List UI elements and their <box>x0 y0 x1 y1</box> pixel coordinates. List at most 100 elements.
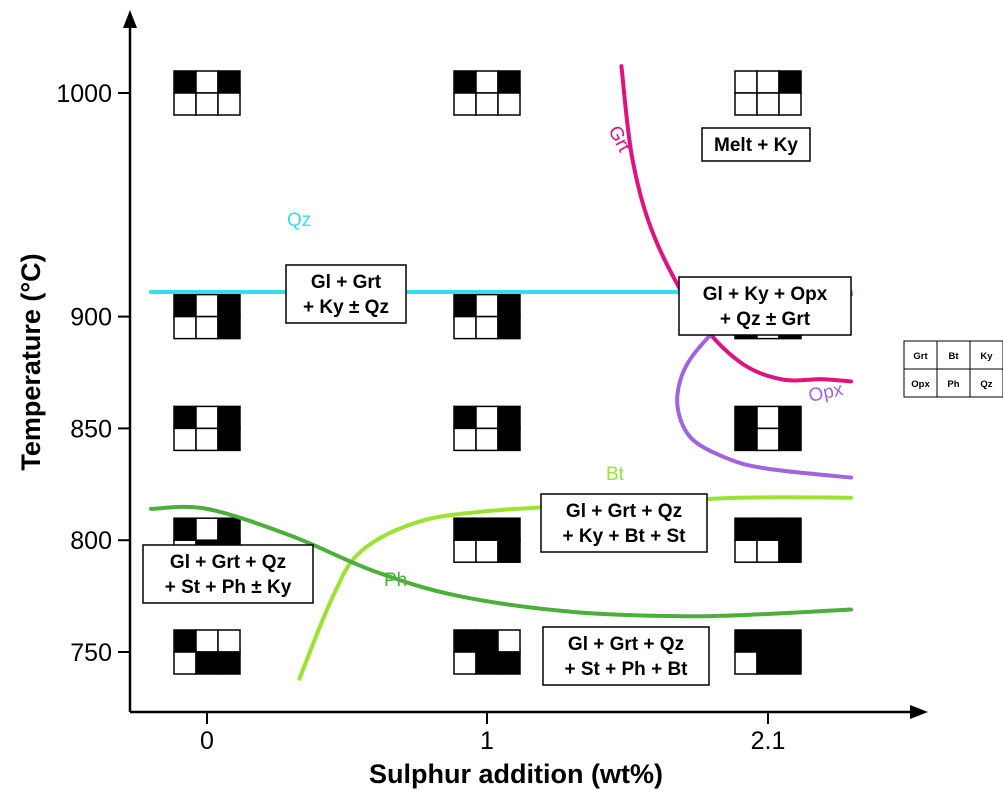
phase-grid-cell <box>734 92 758 116</box>
legend-cell-label: Qz <box>980 379 992 390</box>
field-label-box <box>285 264 407 324</box>
phase-grid-cell <box>195 92 219 116</box>
y-tick-label: 800 <box>70 527 112 555</box>
phase-grid-cell <box>217 427 241 452</box>
phase-grid-cell <box>217 517 241 541</box>
legend-cell-label: Opx <box>911 379 930 390</box>
phase-grid-cell <box>217 92 241 116</box>
x-ticks: 0 1 2.1 <box>200 712 785 755</box>
phase-grid-cell <box>173 517 197 541</box>
phase-grid-cell <box>497 92 521 116</box>
phase-grid-cell <box>173 427 197 452</box>
phase-grid-cell <box>497 70 521 94</box>
phase-grid-cell <box>734 405 758 430</box>
field-label-text: Gl + Grt <box>311 272 382 293</box>
field-label-text: Gl + Grt + Qz <box>566 501 682 522</box>
phase-grid-cell <box>475 629 499 653</box>
phase-grid-cell <box>497 427 521 452</box>
phase-grid-cell <box>734 427 758 452</box>
field-label-text: Gl + Grt + Qz <box>170 552 286 573</box>
phase-grid-cell <box>173 629 197 653</box>
phase-grid-cell <box>734 70 758 94</box>
y-ticks: 750 800 850 900 1000 <box>56 80 130 667</box>
phase-grid-cell <box>778 70 802 94</box>
field-label-text: + Ky ± Qz <box>303 297 389 318</box>
field-label-box <box>701 127 811 162</box>
phase-grid <box>453 517 521 563</box>
field-label-text: Melt + Ky <box>714 135 798 156</box>
phase-grid-cell <box>756 629 780 653</box>
phase-grid-cell <box>475 70 499 94</box>
phase-grid-cell <box>497 539 521 563</box>
phase-grid <box>734 405 802 452</box>
phase-grid-cell <box>217 315 241 340</box>
phase-grid-cell <box>173 315 197 340</box>
phase-grid <box>453 70 521 116</box>
phase-grid-cell <box>734 539 758 563</box>
field-label-box <box>540 493 708 553</box>
phase-grid-cell <box>195 629 219 653</box>
phase-grid-cell <box>734 517 758 541</box>
phase-grid-cell <box>195 651 219 675</box>
phase-grid-cell <box>475 427 499 452</box>
series-label-bt: Bt <box>606 464 625 485</box>
phase-grid <box>734 629 802 675</box>
phase-grid <box>734 70 802 116</box>
x-tick-label: 0 <box>200 727 214 755</box>
phase-grid-cell <box>756 427 780 452</box>
phase-grid-cell <box>475 405 499 430</box>
field-label-text: + Ky + Bt + St <box>562 526 686 547</box>
series-line-ph <box>149 504 853 619</box>
phase-grid-cell <box>475 517 499 541</box>
phase-grid-cell <box>497 405 521 430</box>
phase-grid-cell <box>453 405 477 430</box>
phase-grid-cell <box>453 315 477 340</box>
y-axis-arrow <box>123 10 137 28</box>
phase-grid-cell <box>195 427 219 452</box>
phase-grid-cell <box>475 92 499 116</box>
phase-grid-cell <box>195 315 219 340</box>
phase-grid-cell <box>217 405 241 430</box>
phase-grid-cell <box>497 629 521 653</box>
phase-grid-cell <box>173 651 197 675</box>
phase-grid-cell <box>195 405 219 430</box>
x-tick-label: 1 <box>480 727 494 755</box>
phase-grid-cell <box>453 517 477 541</box>
field-label-text: Gl + Ky + Opx <box>703 284 828 305</box>
phase-grid-cell <box>453 539 477 563</box>
phase-grid <box>453 405 521 452</box>
x-axis-title: Sulphur addition (wt%) <box>369 759 663 789</box>
phase-grid <box>453 629 521 675</box>
y-tick-label: 850 <box>70 415 112 443</box>
series-label-opx: Opx <box>807 379 846 407</box>
phase-grid-cell <box>453 92 477 116</box>
phase-grid-cell <box>778 427 802 452</box>
legend-cell <box>969 368 1003 398</box>
legend-cell-label: Ph <box>947 379 959 390</box>
phase-grid <box>453 293 521 340</box>
phase-grid-cell <box>756 70 780 94</box>
phase-grid-cell <box>453 293 477 318</box>
phase-grid <box>173 70 241 116</box>
phase-grid-cell <box>453 651 477 675</box>
phase-grid-cell <box>778 629 802 653</box>
field-label-box <box>142 544 314 604</box>
phase-grid-cell <box>173 70 197 94</box>
phase-grid-cell <box>734 651 758 675</box>
phase-grid-cell <box>173 405 197 430</box>
legend-cell <box>936 368 971 398</box>
phase-grid-cell <box>475 651 499 675</box>
phase-grid-cell <box>195 293 219 318</box>
series-label-ph: Ph <box>384 570 407 591</box>
field-label-text: Gl + Grt + Qz <box>568 634 684 655</box>
phase-grid <box>173 405 241 452</box>
phase-grid <box>173 629 241 675</box>
axes <box>123 10 928 719</box>
phase-grid-cell <box>756 405 780 430</box>
phase-grid-cell <box>217 651 241 675</box>
phase-grid-cell <box>778 651 802 675</box>
phase-grid-cell <box>453 629 477 653</box>
phase-grid-cell <box>756 92 780 116</box>
legend-cell-label: Bt <box>948 351 959 362</box>
phase-grid-cell <box>217 629 241 653</box>
